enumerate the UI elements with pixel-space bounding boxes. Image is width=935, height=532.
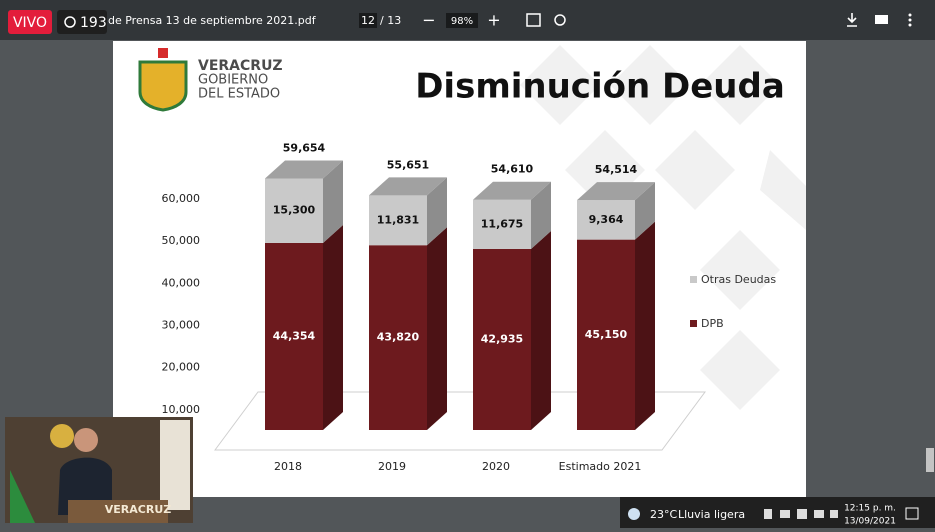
bar-side — [531, 230, 551, 430]
bar — [369, 195, 427, 246]
data-label: 11,675 — [481, 217, 523, 230]
y-tick-label: 30,000 — [162, 319, 201, 332]
zoom-in[interactable]: + — [487, 11, 500, 30]
viewers-badge — [57, 10, 107, 34]
bar-top — [369, 177, 447, 196]
logo-line: GOBIERNO — [198, 73, 268, 88]
x-tick-label: 2018 — [274, 460, 302, 473]
fit-icon[interactable] — [526, 13, 541, 27]
live-text: VIVO — [13, 15, 47, 31]
page-count: / 13 — [380, 14, 401, 27]
live-badge — [8, 10, 52, 34]
bar-top — [577, 182, 655, 201]
rotate-icon[interactable] — [554, 14, 566, 26]
legend-label: DPB — [701, 317, 724, 330]
logo — [138, 48, 188, 112]
weather-icon — [628, 508, 640, 520]
bar-top — [473, 181, 551, 200]
y-tick-label: 60,000 — [162, 192, 201, 205]
bar-side — [531, 181, 551, 249]
chart-title: Disminución Deuda — [415, 67, 785, 107]
zoom-box[interactable] — [446, 13, 478, 28]
zoom[interactable]: 98% — [451, 16, 473, 27]
scrollbar[interactable] — [926, 448, 934, 472]
download-icon[interactable] — [847, 13, 857, 27]
total-label: 59,654 — [283, 141, 326, 154]
bar-side — [427, 227, 447, 430]
bar — [265, 178, 323, 243]
data-label: 42,935 — [481, 332, 523, 345]
y-tick-label: 20,000 — [162, 361, 201, 374]
eye-icon — [64, 16, 76, 28]
bar — [577, 200, 635, 240]
data-label: 15,300 — [273, 204, 316, 217]
bar-side — [635, 221, 655, 430]
logo-line: DEL ESTADO — [198, 87, 280, 102]
data-label: 45,150 — [585, 328, 628, 341]
bar — [369, 245, 427, 430]
clock-date: 13/09/2021 — [844, 517, 896, 527]
data-label: 43,820 — [377, 331, 420, 344]
bar — [265, 242, 323, 430]
print-icon[interactable] — [875, 15, 888, 24]
bar — [473, 248, 531, 430]
zoom-out[interactable]: − — [422, 11, 435, 30]
y-tick-label: 40,000 — [162, 276, 201, 289]
bar-side — [427, 177, 447, 246]
clock-time: 12:15 p. m. — [844, 504, 896, 514]
x-tick-label: 2020 — [482, 460, 510, 473]
total-label: 55,651 — [387, 158, 429, 171]
page-box[interactable] — [359, 13, 377, 28]
bar-side — [323, 224, 343, 430]
logo-line: VERACRUZ — [198, 58, 283, 74]
data-label: 11,831 — [377, 213, 419, 226]
bar-side — [323, 160, 343, 243]
legend-swatch — [690, 276, 697, 283]
viewers: 193 — [80, 15, 107, 31]
chart: 10,000 20,000 30,000 40,000 50,000 60,000 2018… — [162, 141, 777, 473]
data-label: 9,364 — [589, 213, 624, 226]
bar-side — [635, 182, 655, 240]
taskbar — [620, 497, 935, 528]
y-tick-label: 50,000 — [162, 234, 201, 247]
bar — [473, 199, 531, 249]
video-overlay — [5, 417, 193, 523]
temperature: 23°C — [650, 508, 677, 521]
x-tick-label: 2019 — [378, 460, 406, 473]
y-tick-label: 10,000 — [162, 403, 201, 416]
legend-label: Otras Deudas — [701, 273, 776, 286]
page-number[interactable]: 12 — [361, 14, 375, 27]
bar-top — [265, 160, 343, 179]
tray-icons — [764, 509, 838, 519]
x-tick-label: Estimado 2021 — [559, 460, 642, 473]
data-label: 44,354 — [273, 329, 316, 342]
total-label: 54,610 — [491, 163, 534, 176]
video-caption: VERACRUZ — [105, 503, 171, 516]
total-label: 54,514 — [595, 163, 638, 176]
weather: Lluvia ligera — [678, 508, 745, 521]
filename: de Prensa 13 de septiembre 2021.pdf — [108, 14, 317, 27]
legend-swatch — [690, 320, 697, 327]
menu-icon[interactable] — [908, 13, 912, 27]
notifications[interactable] — [905, 507, 919, 520]
bar — [577, 239, 635, 430]
